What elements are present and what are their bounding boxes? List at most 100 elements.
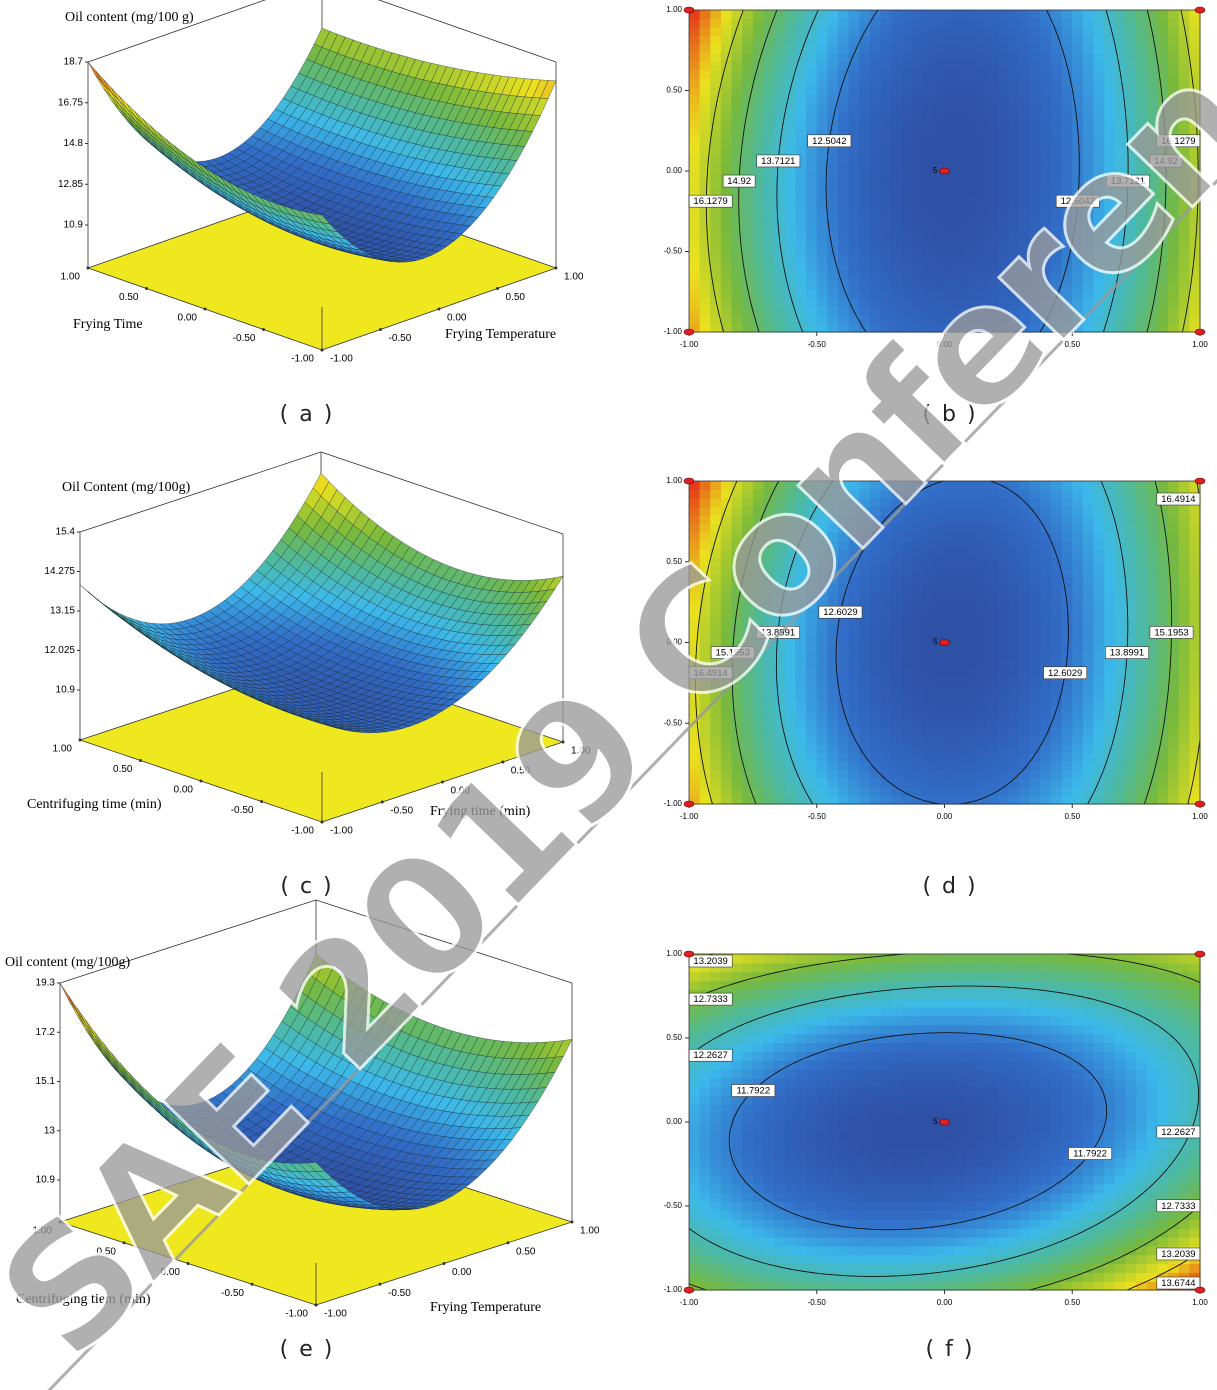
heat-cell — [998, 779, 1009, 788]
heat-cell — [870, 230, 881, 239]
heat-cell — [934, 120, 945, 129]
heat-cell — [966, 643, 977, 652]
heat-cell — [1094, 694, 1105, 703]
heat-cell — [1094, 61, 1105, 70]
heat-cell — [1136, 702, 1147, 711]
heat-cell — [1104, 634, 1115, 643]
heat-cell — [987, 583, 998, 592]
heat-cell — [859, 736, 870, 745]
heat-cell — [827, 702, 838, 711]
heat-cell — [1062, 592, 1073, 601]
heat-cell — [1030, 728, 1041, 737]
heat-cell — [945, 702, 956, 711]
heat-cell — [1094, 52, 1105, 61]
heat-cell — [1104, 592, 1115, 601]
heat-cell — [827, 273, 838, 282]
heat-cell — [849, 120, 860, 129]
heat-cell — [838, 247, 849, 256]
heat-cell — [1189, 600, 1200, 609]
heat-cell — [1019, 626, 1030, 635]
heat-cell — [1136, 626, 1147, 635]
heat-cell — [764, 273, 775, 282]
heat-cell — [1157, 660, 1168, 669]
heat-cell — [1008, 745, 1019, 754]
heat-cell — [795, 129, 806, 138]
heat-cell — [817, 677, 828, 686]
heat-cell — [881, 753, 892, 762]
heat-cell — [721, 27, 732, 36]
heat-cell — [1125, 668, 1136, 677]
heat-cell — [795, 18, 806, 27]
heat-cell — [849, 103, 860, 112]
heat-cell — [976, 668, 987, 677]
heat-cell — [870, 770, 881, 779]
heat-cell — [838, 154, 849, 163]
heat-cell — [934, 736, 945, 745]
heat-cell — [966, 27, 977, 36]
heat-cell — [1072, 35, 1083, 44]
heat-cell — [849, 677, 860, 686]
heat-cell — [1083, 745, 1094, 754]
heat-cell — [902, 685, 913, 694]
heat-cell — [838, 112, 849, 121]
heat-cell — [1008, 728, 1019, 737]
heat-cell — [838, 315, 849, 324]
heat-cell — [870, 129, 881, 138]
heat-cell — [753, 18, 764, 27]
heat-cell — [710, 163, 721, 172]
heat-cell — [966, 10, 977, 19]
heat-cell — [1157, 324, 1168, 333]
heat-cell — [870, 86, 881, 95]
heat-cell — [806, 205, 817, 214]
heat-cell — [774, 171, 785, 180]
heat-cell — [785, 146, 796, 155]
heat-cell — [870, 787, 881, 796]
heat-cell — [742, 18, 753, 27]
heat-cell — [902, 35, 913, 44]
heat-cell — [1179, 762, 1190, 771]
heat-cell — [998, 129, 1009, 138]
heat-cell — [689, 787, 700, 796]
heat-cell — [945, 694, 956, 703]
heat-cell — [1019, 52, 1030, 61]
heat-cell — [849, 230, 860, 239]
heat-cell — [1125, 745, 1136, 754]
heat-cell — [1168, 770, 1179, 779]
heat-cell — [774, 273, 785, 282]
heat-cell — [998, 146, 1009, 155]
heat-cell — [955, 112, 966, 121]
heat-cell — [1008, 719, 1019, 728]
heat-cell — [934, 188, 945, 197]
heat-cell — [753, 129, 764, 138]
heat-cell — [795, 69, 806, 78]
heat-cell — [817, 770, 828, 779]
heat-cell — [806, 796, 817, 805]
heat-cell — [1083, 609, 1094, 618]
heat-cell — [934, 179, 945, 188]
heat-cell — [1040, 103, 1051, 112]
heat-cell — [987, 753, 998, 762]
heat-cell — [1083, 753, 1094, 762]
heat-cell — [1030, 651, 1041, 660]
heat-cell — [817, 230, 828, 239]
heat-cell — [1094, 677, 1105, 686]
heat-cell — [923, 44, 934, 53]
heat-cell — [1157, 592, 1168, 601]
heat-cell — [955, 660, 966, 669]
heat-cell — [881, 103, 892, 112]
heat-cell — [721, 137, 732, 146]
heat-cell — [742, 745, 753, 754]
heat-cell — [1125, 35, 1136, 44]
heat-cell — [923, 745, 934, 754]
heat-cell — [700, 163, 711, 172]
heat-cell — [945, 600, 956, 609]
heat-cell — [753, 745, 764, 754]
heat-cell — [1104, 753, 1115, 762]
heat-cell — [753, 103, 764, 112]
heat-cell — [976, 95, 987, 104]
heat-cell — [732, 230, 743, 239]
heat-cell — [700, 222, 711, 231]
heat-cell — [1179, 770, 1190, 779]
heat-cell — [1051, 634, 1062, 643]
heat-cell — [870, 154, 881, 163]
